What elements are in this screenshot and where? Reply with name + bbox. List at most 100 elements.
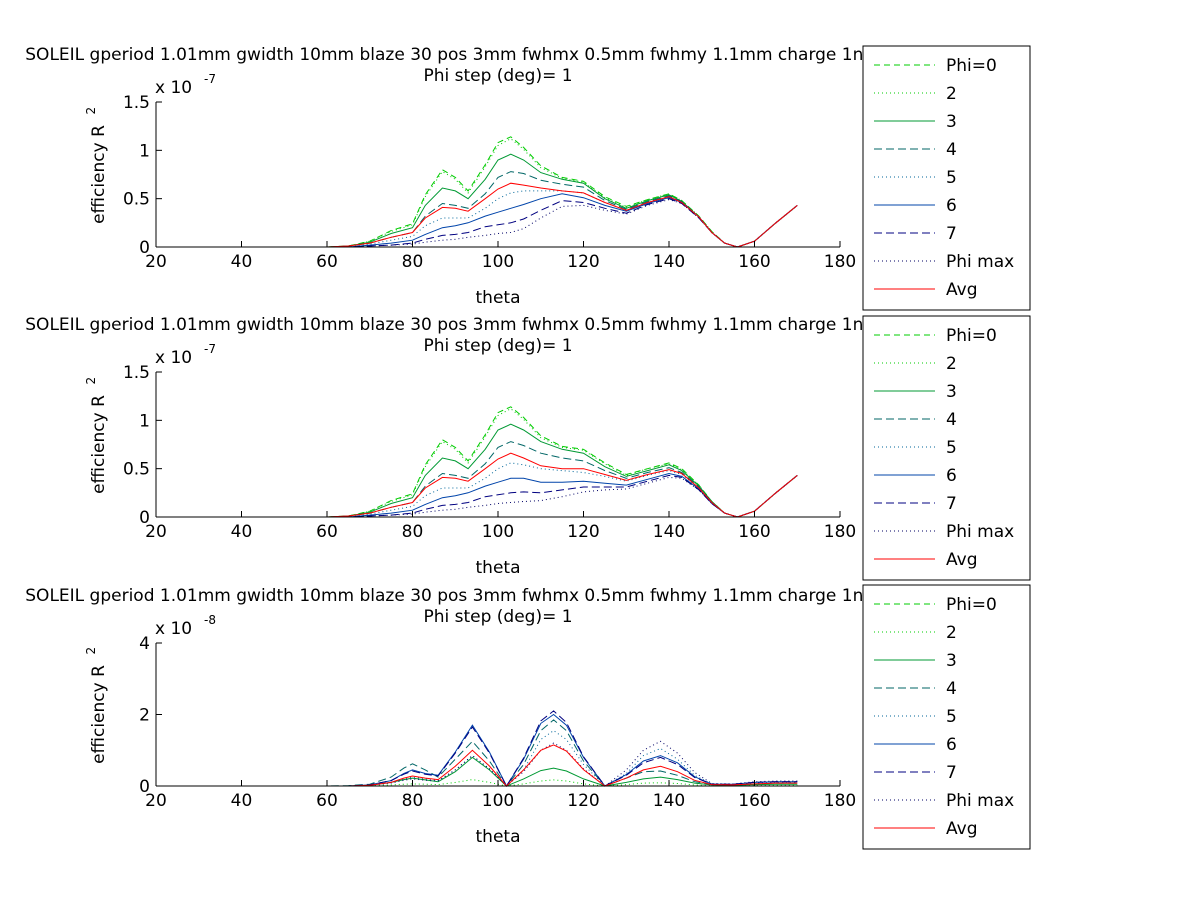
- legend-label: Phi=0: [946, 595, 997, 615]
- legend-label: 5: [946, 168, 957, 188]
- x-axis-label: theta: [476, 288, 521, 308]
- x-tick-label: 40: [231, 791, 253, 811]
- x-axis-label: theta: [476, 558, 521, 578]
- series-line-3: [198, 423, 798, 518]
- x-tick-label: 40: [231, 252, 253, 272]
- y-exponent-power: -7: [204, 342, 216, 356]
- series-line-7: [198, 710, 798, 788]
- y-tick-label: 1: [139, 141, 150, 161]
- legend-label: 2: [946, 623, 957, 643]
- y-axis-label: efficiency R: [89, 665, 109, 764]
- y-tick-label: 4: [139, 634, 150, 654]
- x-tick-label: 180: [824, 522, 856, 542]
- legend: Phi=0 2 3 4 5 6 7 Phi max Avg: [862, 45, 1031, 311]
- series-line-3: [198, 756, 798, 787]
- legend-label: 7: [946, 224, 957, 244]
- y-axis-label-group: efficiency R 2: [84, 647, 109, 764]
- legend-label: 2: [946, 84, 957, 104]
- legend-label: 6: [946, 196, 957, 216]
- legend: Phi=0 2 3 4 5 6 7 Phi max Avg: [862, 584, 1031, 850]
- chart-title: SOLEIL gperiod 1.01mm gwidth 10mm blaze …: [25, 586, 971, 606]
- chart-subtitle: Phi step (deg)= 1: [423, 607, 572, 627]
- legend-label: 4: [946, 410, 957, 430]
- series-line-9: [198, 452, 798, 518]
- legend-label: Phi=0: [946, 56, 997, 76]
- x-tick-label: 80: [402, 522, 424, 542]
- x-tick-label: 140: [653, 522, 685, 542]
- legend-label: Phi max: [946, 522, 1014, 542]
- legend-label: 5: [946, 438, 957, 458]
- y-axis-label: efficiency R: [89, 395, 109, 494]
- legend-label: 2: [946, 354, 957, 374]
- y-axis-label-superscript: 2: [84, 377, 98, 385]
- x-tick-label: 20: [145, 252, 167, 272]
- y-tick-label: 0.5: [123, 190, 150, 210]
- x-tick-label: 120: [567, 791, 599, 811]
- legend-box: [862, 45, 1031, 311]
- legend-label: 3: [946, 112, 957, 132]
- legend-label: 4: [946, 679, 957, 699]
- legend-label: 3: [946, 382, 957, 402]
- x-tick-label: 120: [567, 522, 599, 542]
- x-tick-label: 20: [145, 522, 167, 542]
- y-tick-label: 1.5: [123, 363, 150, 383]
- legend-label: 4: [946, 140, 957, 160]
- y-exponent-base: x 10: [155, 348, 192, 368]
- y-axis-label: efficiency R: [89, 125, 109, 224]
- y-tick-label: 0.5: [123, 460, 150, 480]
- legend-label: 5: [946, 707, 957, 727]
- x-axis-label: theta: [476, 827, 521, 847]
- x-tick-label: 100: [482, 522, 514, 542]
- x-tick-label: 160: [738, 791, 770, 811]
- plot-area: [156, 102, 840, 247]
- y-axis-label-superscript: 2: [84, 107, 98, 115]
- y-axis-label-group: efficiency R 2: [84, 107, 109, 224]
- series-line-9: [198, 744, 798, 787]
- y-tick-label: 0: [139, 238, 150, 258]
- x-tick-label: 160: [738, 252, 770, 272]
- series-line-5: [198, 729, 798, 787]
- legend-label: 6: [946, 735, 957, 755]
- chart-subtitle: Phi step (deg)= 1: [423, 66, 572, 86]
- legend-label: Avg: [946, 550, 978, 570]
- x-tick-label: 80: [402, 252, 424, 272]
- y-exponent-base: x 10: [155, 619, 192, 639]
- x-tick-label: 180: [824, 252, 856, 272]
- x-tick-label: 60: [316, 791, 338, 811]
- legend-label: Phi max: [946, 791, 1014, 811]
- series-line-1: [198, 406, 798, 518]
- y-tick-label: 1: [139, 411, 150, 431]
- chart-subtitle: Phi step (deg)= 1: [423, 336, 572, 356]
- series-line-5: [198, 462, 798, 518]
- y-tick-label: 2: [139, 706, 150, 726]
- legend: Phi=0 2 3 4 5 6 7 Phi max Avg: [862, 315, 1031, 581]
- x-tick-label: 60: [316, 252, 338, 272]
- x-tick-label: 60: [316, 522, 338, 542]
- series-line-2: [198, 138, 798, 248]
- x-tick-label: 20: [145, 791, 167, 811]
- y-tick-label: 0: [139, 777, 150, 797]
- series-line-2: [198, 779, 798, 787]
- series-line-7: [198, 474, 798, 518]
- x-tick-label: 180: [824, 791, 856, 811]
- y-tick-label: 0: [139, 508, 150, 528]
- chart-title: SOLEIL gperiod 1.01mm gwidth 10mm blaze …: [25, 45, 971, 65]
- legend-label: 7: [946, 763, 957, 783]
- y-exponent-base: x 10: [155, 78, 192, 98]
- x-tick-label: 140: [653, 791, 685, 811]
- y-exponent-power: -7: [204, 72, 216, 86]
- series-line-2: [198, 408, 798, 518]
- x-tick-label: 140: [653, 252, 685, 272]
- x-tick-label: 160: [738, 522, 770, 542]
- y-axis-label-superscript: 2: [84, 647, 98, 655]
- x-tick-label: 120: [567, 252, 599, 272]
- x-tick-label: 40: [231, 522, 253, 542]
- legend-label: 6: [946, 466, 957, 486]
- legend-label: Phi max: [946, 252, 1014, 272]
- y-tick-label: 1.5: [123, 93, 150, 113]
- chart-title: SOLEIL gperiod 1.01mm gwidth 10mm blaze …: [25, 315, 971, 335]
- x-tick-label: 80: [402, 791, 424, 811]
- subplot-2: 20 40 60 80 100 120 140 160 180 0 0.5 1 1.5x 10 -7 SOL…: [25, 315, 1031, 581]
